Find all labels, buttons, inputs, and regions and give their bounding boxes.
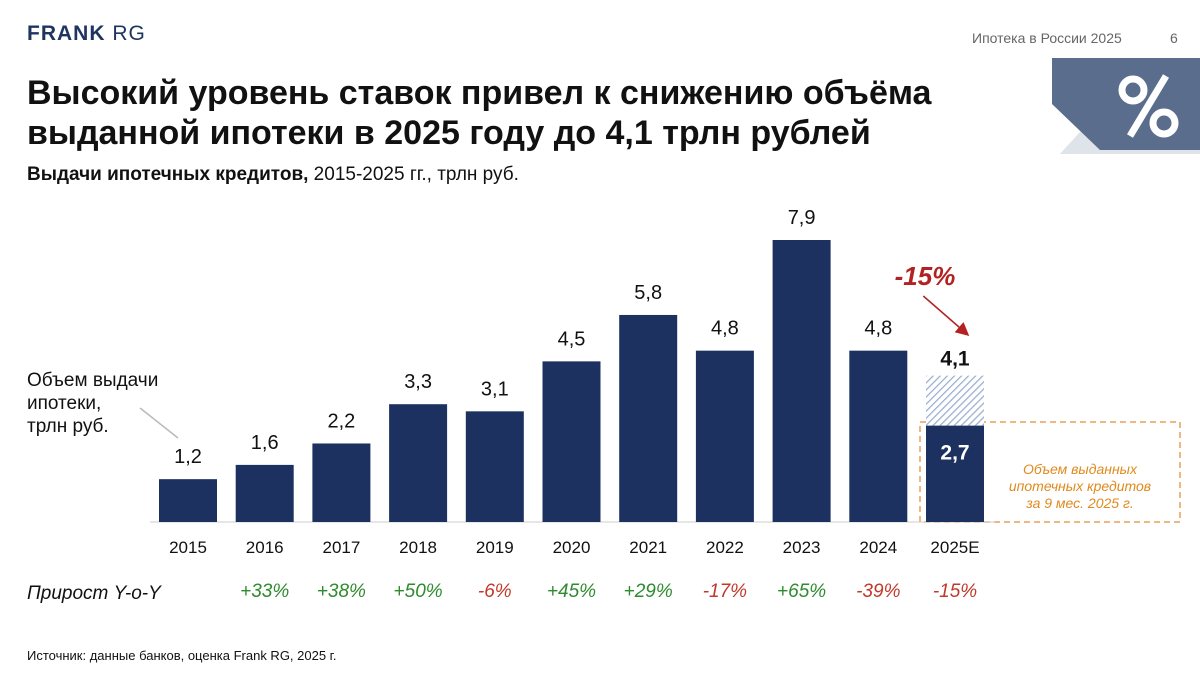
x-tick-label: 2022	[706, 538, 744, 557]
partial-annotation-line: Объем выданных	[1023, 461, 1138, 477]
chart-subtitle: Выдачи ипотечных кредитов, 2015-2025 гг.…	[27, 164, 519, 186]
x-tick-label: 2018	[399, 538, 437, 557]
value-label: 3,3	[404, 371, 432, 393]
value-label: 4,8	[864, 318, 892, 340]
subtitle-bold: Выдачи ипотечных кредитов,	[27, 164, 309, 185]
growth-value: +38%	[317, 581, 366, 602]
value-label: 7,9	[788, 207, 816, 229]
value-label: 1,2	[174, 446, 202, 468]
x-tick-label: 2020	[553, 538, 591, 557]
bar-2015	[159, 479, 217, 522]
growth-value: -15%	[933, 581, 977, 602]
volume-annotation-pointer	[139, 407, 179, 439]
x-tick-label: 2019	[476, 538, 514, 557]
growth-value: +33%	[240, 581, 289, 602]
growth-row-label: Прирост Y-o-Y	[27, 583, 162, 604]
growth-value: +50%	[394, 581, 443, 602]
partial-annotation-line: ипотечных кредитов	[1009, 478, 1151, 494]
decline-arrow	[922, 295, 970, 336]
x-tick-label: 2021	[629, 538, 667, 557]
value-label: 2,2	[327, 410, 355, 432]
x-tick-label: 2023	[783, 538, 821, 557]
growth-value: -6%	[478, 581, 512, 602]
value-label: 5,8	[634, 282, 662, 304]
logo: FRANK RG	[27, 22, 146, 46]
bar-2025e-estimate	[926, 375, 984, 426]
x-tick-label: 2016	[246, 538, 284, 557]
x-tick-label: 2025E	[930, 538, 979, 557]
growth-value: -17%	[703, 581, 747, 602]
volume-annotation-line: Объем выдачи	[27, 370, 158, 391]
decline-annotation: -15%	[895, 261, 956, 291]
bar-2025e-partial	[926, 425, 984, 522]
partial-annotation-line: за 9 мес. 2025 г.	[1025, 495, 1134, 511]
bar-2017	[312, 443, 371, 522]
growth-value: +29%	[624, 581, 673, 602]
bar-2016	[235, 464, 294, 522]
volume-annotation-line: трлн руб.	[27, 416, 109, 437]
bar-2022	[695, 350, 754, 522]
partial-value-label: 2,7	[940, 442, 969, 465]
bar-2019	[465, 411, 524, 522]
bar-2023	[772, 240, 831, 522]
bar-2018	[389, 404, 448, 522]
logo-bold: FRANK	[27, 22, 106, 45]
growth-value: +45%	[547, 581, 596, 602]
partial-annotation-box	[919, 421, 1181, 523]
x-tick-label: 2024	[859, 538, 897, 557]
value-label: 4,1	[940, 348, 970, 371]
percent-icon	[1118, 74, 1179, 138]
volume-annotation-line: ипотеки,	[27, 393, 101, 414]
percent-badge	[1052, 58, 1200, 154]
bar-2024	[849, 350, 908, 522]
page-title: Высокий уровень ставок привел к снижению…	[27, 74, 932, 152]
page-number: 6	[1170, 30, 1178, 46]
bar-2021	[619, 314, 678, 522]
value-label: 4,8	[711, 318, 739, 340]
bar-2020	[542, 361, 601, 522]
logo-light: RG	[112, 22, 146, 45]
value-label: 3,1	[481, 378, 509, 400]
subtitle-rest: 2015-2025 гг., трлн руб.	[308, 164, 519, 185]
growth-value: -39%	[856, 581, 900, 602]
source-note: Источник: данные банков, оценка Frank RG…	[27, 648, 337, 663]
x-tick-label: 2015	[169, 538, 207, 557]
growth-value: +65%	[777, 581, 826, 602]
value-label: 1,6	[251, 432, 279, 454]
value-label: 4,5	[558, 328, 586, 350]
report-name: Ипотека в России 2025	[972, 30, 1122, 46]
x-tick-label: 2017	[322, 538, 360, 557]
